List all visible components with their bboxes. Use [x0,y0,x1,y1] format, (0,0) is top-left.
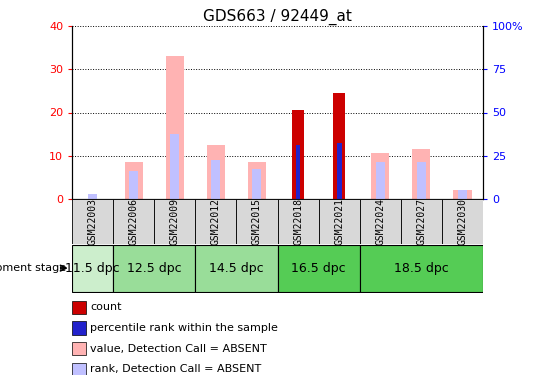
Bar [376,162,385,199]
Bar [113,245,195,291]
Text: GSM22024: GSM22024 [375,198,385,245]
Bar [154,199,195,244]
Text: 11.5 dpc: 11.5 dpc [65,262,120,274]
Bar [278,245,360,291]
Bar [170,134,179,199]
Bar [195,245,278,291]
Text: 16.5 dpc: 16.5 dpc [291,262,346,274]
Text: development stage: development stage [0,263,67,273]
Text: GSM22003: GSM22003 [88,198,98,245]
Bar [88,194,97,199]
Text: 14.5 dpc: 14.5 dpc [209,262,264,274]
Bar [334,93,345,199]
Text: GSM22009: GSM22009 [170,198,180,245]
Title: GDS663 / 92449_at: GDS663 / 92449_at [203,9,352,25]
Bar [72,199,113,244]
Bar [236,199,278,244]
Bar [458,190,467,199]
Bar [319,199,360,244]
Text: GSM22015: GSM22015 [252,198,262,245]
Text: GSM22018: GSM22018 [293,198,303,245]
Text: GSM22030: GSM22030 [457,198,467,245]
Bar [248,162,266,199]
Text: GSM22012: GSM22012 [211,198,221,245]
Bar [360,245,483,291]
Text: value, Detection Call = ABSENT: value, Detection Call = ABSENT [90,344,266,354]
Bar [296,145,300,199]
Bar [206,145,225,199]
Text: 18.5 dpc: 18.5 dpc [394,262,448,274]
Bar [129,171,138,199]
Text: GSM22006: GSM22006 [129,198,139,245]
Bar [453,190,472,199]
Bar [337,143,341,199]
Text: count: count [90,303,122,312]
Text: GSM22027: GSM22027 [416,198,426,245]
Bar [360,199,401,244]
Bar [72,245,113,291]
Bar [253,169,261,199]
Bar [211,160,220,199]
Bar [412,149,431,199]
Bar [195,199,236,244]
Bar [124,162,143,199]
Text: GSM22021: GSM22021 [334,198,344,245]
Bar [113,199,154,244]
Bar [292,110,304,199]
Bar [417,162,426,199]
Text: 12.5 dpc: 12.5 dpc [127,262,181,274]
Bar [371,153,390,199]
Bar [165,57,184,199]
Bar [278,199,319,244]
Text: percentile rank within the sample: percentile rank within the sample [90,323,278,333]
Bar [442,199,483,244]
Text: rank, Detection Call = ABSENT: rank, Detection Call = ABSENT [90,364,261,374]
Bar [401,199,442,244]
